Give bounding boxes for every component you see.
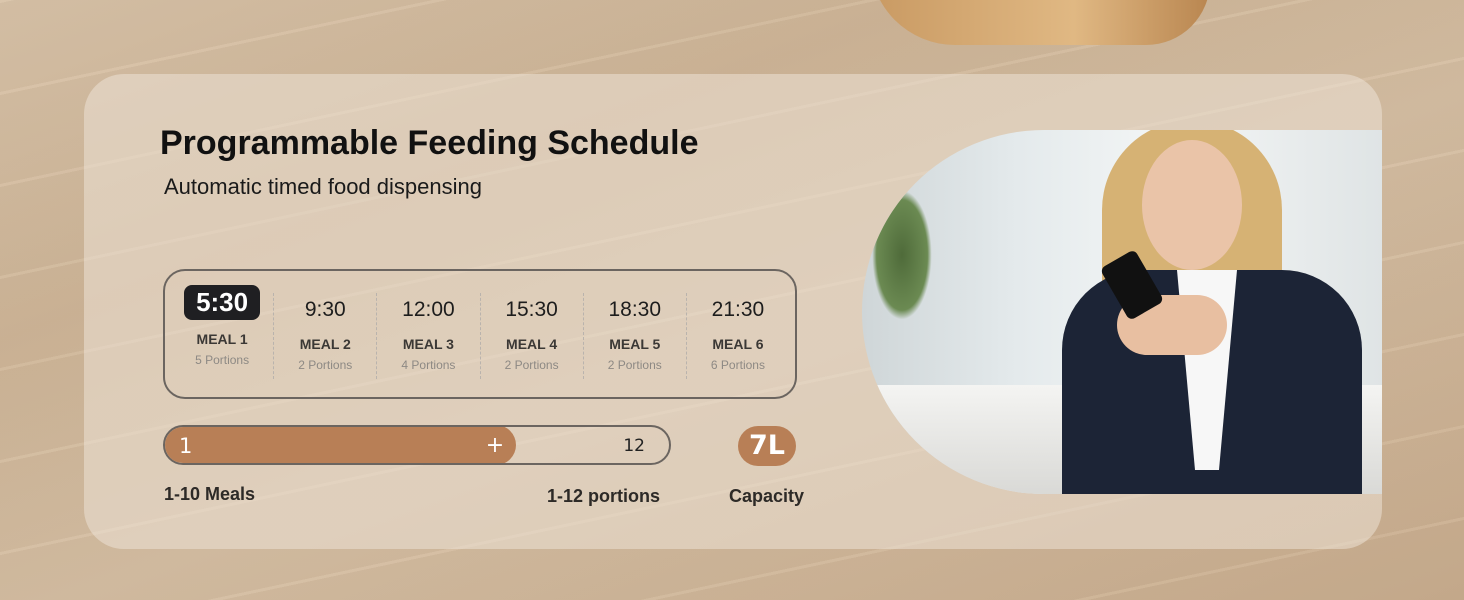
meal-slot[interactable]: 5:30 MEAL 1 5 Portions [171, 271, 273, 397]
meal-portions: 6 Portions [710, 358, 765, 372]
meal-label: MEAL 3 [402, 336, 454, 352]
page-subtitle: Automatic timed food dispensing [164, 174, 482, 199]
meal-portions: 5 Portions [195, 353, 250, 367]
meal-label: MEAL 2 [299, 336, 351, 352]
meal-portions: 4 Portions [401, 358, 456, 372]
meal-label: MEAL 5 [609, 336, 661, 352]
portion-slider[interactable]: 1 + 12 [163, 425, 671, 465]
meal-label: MEAL 4 [506, 336, 558, 352]
cat-image [870, 0, 1210, 45]
meal-portions: 2 Portions [607, 358, 662, 372]
meal-time: 12:00 [402, 298, 455, 321]
feeding-schedule: 5:30 MEAL 1 5 Portions 9:30 MEAL 2 2 Port… [163, 269, 797, 399]
meal-label: MEAL 1 [196, 331, 248, 347]
meal-slot[interactable]: 18:30 MEAL 5 2 Portions [582, 293, 686, 379]
meal-slot[interactable]: 15:30 MEAL 4 2 Portions [479, 293, 583, 379]
woman-with-phone-photo [862, 130, 1382, 494]
plant [872, 190, 932, 320]
meal-portions: 2 Portions [298, 358, 353, 372]
meal-slot[interactable]: 9:30 MEAL 2 2 Portions [273, 293, 376, 379]
meal-slot[interactable]: 21:30 MEAL 6 6 Portions [685, 293, 789, 379]
meal-time: 18:30 [608, 298, 662, 321]
meal-time: 21:30 [711, 298, 765, 321]
meal-time: 15:30 [505, 298, 558, 321]
capacity-label: Capacity [729, 486, 805, 506]
meal-slot[interactable]: 12:00 MEAL 3 4 Portions [376, 293, 479, 379]
capacity-badge: 7L [738, 426, 796, 466]
portion-slider-fill [165, 427, 516, 463]
meal-time: 5:30 [184, 285, 261, 320]
woman [1062, 130, 1362, 494]
meal-time: 9:30 [304, 298, 346, 321]
slider-max: 12 [623, 436, 645, 456]
meal-label: MEAL 6 [712, 336, 764, 352]
plus-icon[interactable]: + [485, 433, 505, 458]
slider-min: 1 [179, 434, 193, 458]
portions-label: 1-12 portions [547, 486, 661, 506]
page-title: Programmable Feeding Schedule [160, 124, 699, 162]
meal-portions: 2 Portions [504, 358, 559, 372]
meals-label: 1-10 Meals [164, 484, 256, 504]
